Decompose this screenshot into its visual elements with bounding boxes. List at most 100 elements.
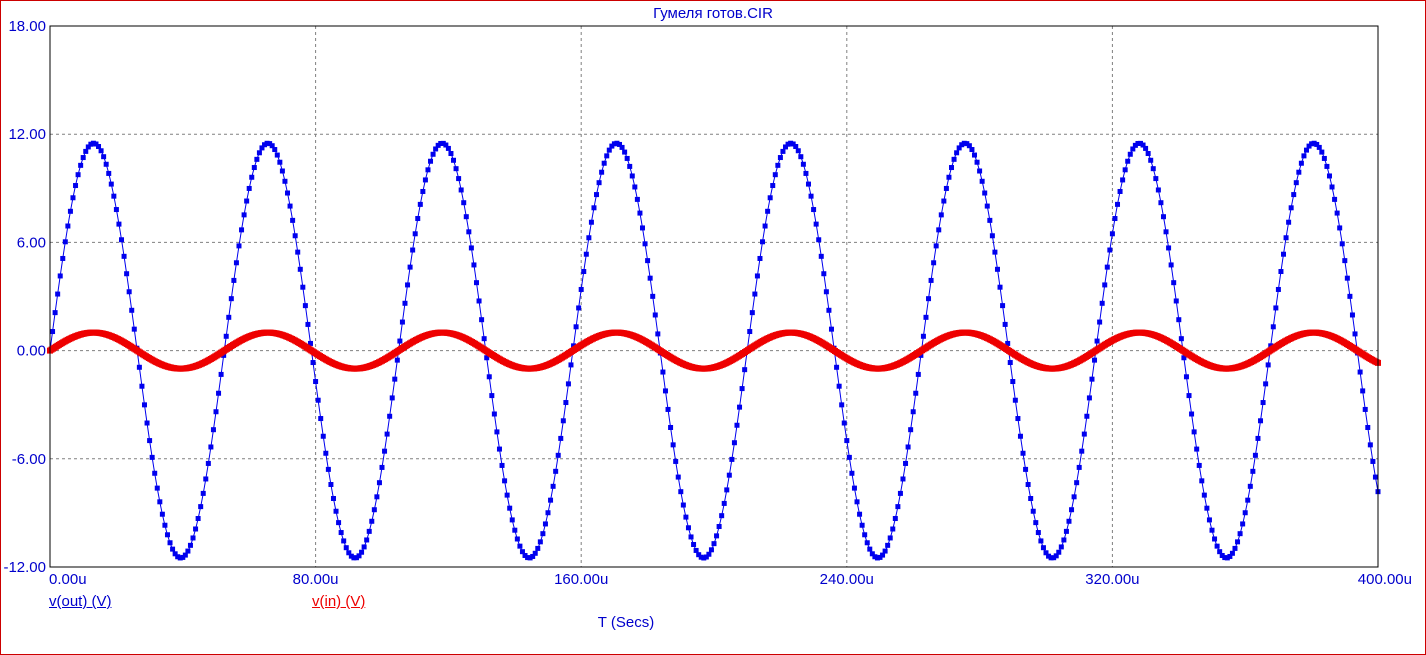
data-point	[604, 153, 610, 159]
data-point	[318, 416, 324, 422]
data-point	[703, 554, 709, 560]
data-point	[1007, 360, 1013, 366]
data-point	[877, 554, 883, 560]
data-point	[634, 196, 640, 202]
data-point	[1171, 280, 1177, 286]
data-point	[880, 552, 886, 558]
data-point	[364, 537, 370, 543]
data-point	[834, 364, 840, 370]
legend-v-in[interactable]: v(in) (V)	[312, 593, 366, 610]
data-point	[295, 249, 301, 255]
data-point	[476, 298, 482, 304]
data-point	[149, 454, 155, 460]
data-point	[594, 192, 600, 198]
y-axis: 18.00 12.00 6.00 0.00 -6.00 -12.00	[3, 18, 46, 576]
data-point	[139, 383, 145, 389]
data-point	[361, 544, 367, 550]
data-point	[800, 161, 806, 167]
data-point	[1112, 216, 1118, 222]
data-point	[1319, 149, 1325, 155]
data-point	[285, 190, 291, 196]
data-point	[438, 140, 444, 146]
data-point	[297, 266, 303, 272]
data-point	[793, 144, 799, 150]
data-point	[565, 381, 571, 387]
data-point	[124, 271, 130, 277]
data-point	[185, 548, 191, 554]
legend-v-out[interactable]: v(out) (V)	[49, 593, 112, 610]
data-point	[1273, 305, 1279, 311]
data-point	[246, 185, 252, 191]
data-point	[141, 402, 147, 408]
data-point	[167, 540, 173, 546]
data-point	[627, 163, 633, 169]
data-point	[558, 435, 564, 441]
data-point	[113, 207, 119, 213]
data-point	[1173, 298, 1179, 304]
data-point	[994, 266, 1000, 272]
data-point	[119, 237, 125, 243]
data-point	[453, 166, 459, 172]
data-point	[359, 549, 365, 555]
data-point	[668, 424, 674, 430]
data-point	[941, 198, 947, 204]
data-point	[55, 291, 61, 297]
data-point	[348, 553, 354, 559]
data-point	[926, 296, 932, 302]
data-point	[310, 360, 316, 366]
data-point	[131, 326, 137, 332]
data-point	[757, 255, 763, 261]
data-point	[420, 188, 426, 194]
data-point	[1293, 180, 1299, 186]
data-point	[458, 187, 464, 193]
data-point	[811, 207, 817, 213]
data-point	[583, 251, 589, 257]
data-point	[895, 504, 901, 510]
data-point	[256, 150, 262, 156]
series-v-in	[47, 329, 1381, 372]
data-point	[157, 499, 163, 505]
data-point	[550, 483, 556, 489]
data-point	[1204, 505, 1210, 511]
data-point	[1250, 468, 1256, 474]
data-point	[389, 395, 395, 401]
data-point	[897, 490, 903, 496]
data-point	[1069, 507, 1075, 513]
data-point	[601, 160, 607, 166]
data-point	[443, 142, 449, 148]
data-point	[1196, 462, 1202, 468]
x-axis: 0.00u 80.00u 160.00u 240.00u 320.00u 400.00u	[49, 571, 1412, 588]
data-point	[1214, 543, 1220, 549]
data-point	[1194, 446, 1200, 452]
data-point	[808, 193, 814, 199]
data-point	[489, 393, 495, 399]
data-point	[175, 554, 181, 560]
data-point	[405, 282, 411, 288]
data-point	[1281, 251, 1287, 257]
data-point	[701, 555, 707, 561]
data-point	[780, 148, 786, 154]
data-point	[619, 144, 625, 150]
data-point	[144, 420, 150, 426]
data-point	[573, 324, 579, 330]
data-point	[890, 526, 896, 532]
data-point	[933, 243, 939, 249]
data-point	[1344, 275, 1350, 281]
data-point	[622, 149, 628, 155]
data-point	[1306, 143, 1312, 149]
data-point	[1046, 553, 1052, 559]
data-point	[844, 438, 850, 444]
data-point	[1148, 157, 1154, 163]
data-point	[1362, 406, 1368, 412]
data-point	[765, 208, 771, 214]
data-point	[384, 431, 390, 437]
data-point	[683, 514, 689, 520]
y-tick-label: 12.00	[8, 126, 46, 143]
data-point	[374, 494, 380, 500]
data-point	[788, 140, 794, 146]
data-point	[1002, 321, 1008, 327]
data-point	[512, 527, 518, 533]
data-point	[430, 151, 436, 157]
data-point	[949, 165, 955, 171]
data-point	[320, 433, 326, 439]
